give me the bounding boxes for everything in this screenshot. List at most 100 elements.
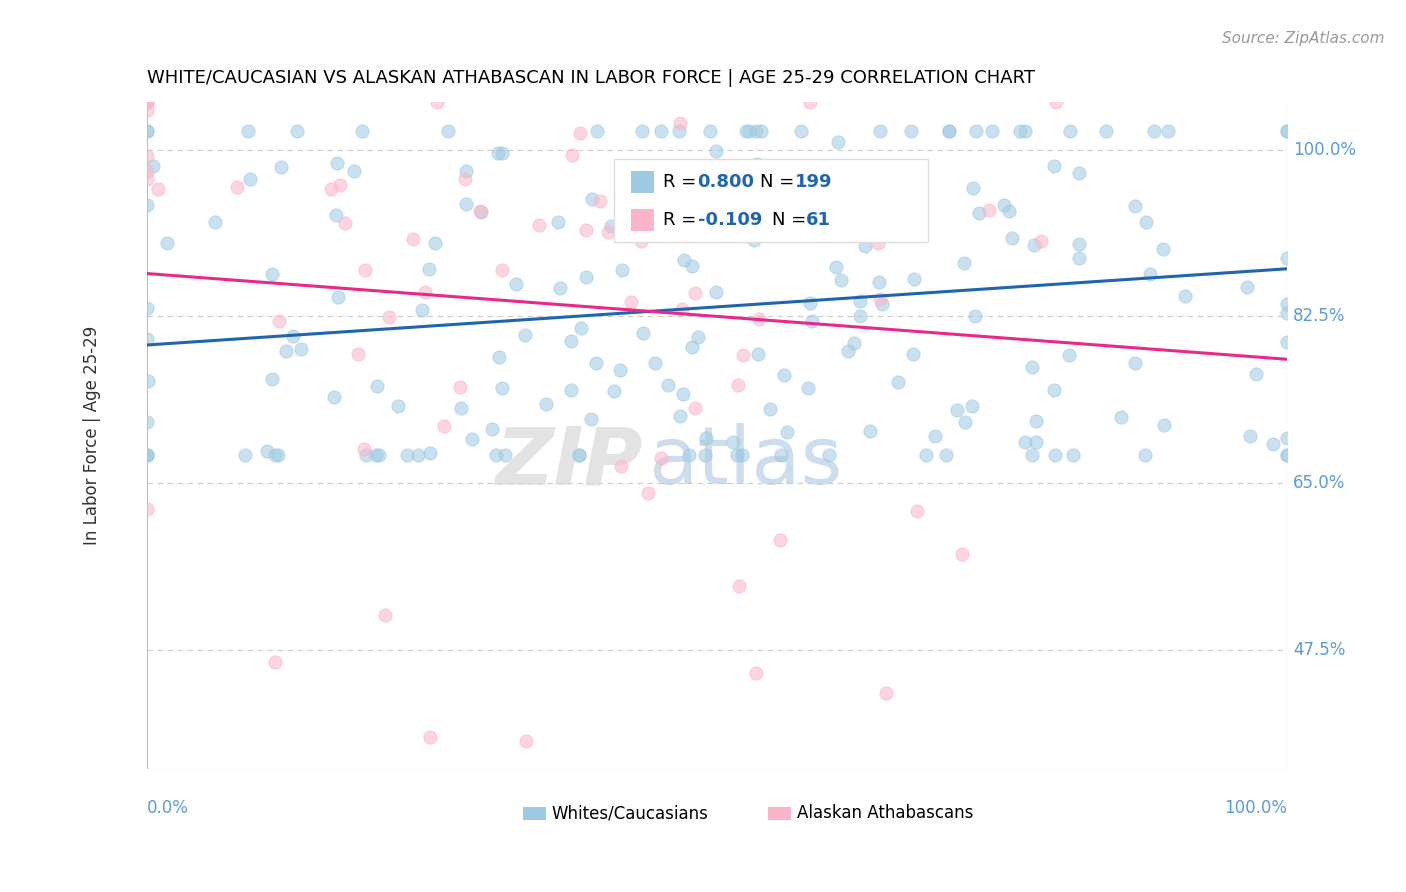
Point [494,448,516,462]
Point [1133,448,1156,462]
Text: -0.109: -0.109 [697,211,762,229]
Point [728,579,751,593]
Point [513,328,536,343]
Point [630,234,652,248]
Point [267,314,290,328]
Point [1277,448,1299,462]
Point [353,442,375,456]
Point [560,383,582,397]
Point [965,123,987,137]
Bar [631,210,654,231]
Point [491,146,513,161]
Point [1057,348,1080,362]
Text: N =: N = [772,211,811,229]
Point [135,448,157,462]
Point [585,356,607,370]
Point [256,444,278,458]
Point [742,233,765,247]
Point [818,448,841,462]
Point [773,221,796,235]
Point [378,310,401,325]
Point [411,303,433,318]
Point [1277,306,1299,320]
Point [799,295,821,310]
Point [454,197,477,211]
Point [450,401,472,415]
Point [938,123,960,137]
Point [1263,437,1285,451]
Point [901,347,924,361]
Point [963,309,986,323]
Point [1001,230,1024,244]
Point [1014,435,1036,450]
Point [491,381,513,395]
Point [1152,242,1174,256]
Point [1014,123,1036,137]
Point [827,135,849,149]
Point [536,397,558,411]
Point [515,733,537,747]
Point [1069,236,1091,251]
Point [631,326,654,340]
Point [575,223,598,237]
Point [1277,448,1299,462]
Point [285,123,308,137]
Point [581,192,603,206]
Point [433,418,456,433]
Point [233,448,256,462]
Point [135,448,157,462]
Point [461,432,484,446]
Text: 0.800: 0.800 [697,173,755,191]
Point [560,334,582,348]
Point [794,220,817,235]
Point [325,208,347,222]
Point [603,384,626,399]
Point [350,123,373,137]
Point [1062,448,1084,462]
Text: 100.0%: 100.0% [1294,141,1357,159]
Point [135,171,157,186]
Point [1021,359,1043,374]
Point [1277,123,1299,137]
Point [620,295,643,310]
Point [853,239,876,253]
Point [1042,383,1064,397]
Point [238,123,260,137]
Point [1277,297,1299,311]
Point [135,198,157,212]
Point [239,172,262,186]
Point [609,363,631,377]
Point [875,685,897,699]
Text: N =: N = [761,173,800,191]
Point [1123,356,1146,370]
Point [1153,418,1175,433]
Point [869,292,891,306]
Point [135,95,157,109]
Point [260,268,283,282]
Text: WHITE/CAUCASIAN VS ALASKAN ATHABASCAN IN LABOR FORCE | AGE 25-29 CORRELATION CHA: WHITE/CAUCASIAN VS ALASKAN ATHABASCAN IN… [146,69,1035,87]
Text: 65.0%: 65.0% [1294,475,1346,492]
Point [977,203,1000,218]
Point [1021,448,1043,462]
Point [849,310,872,324]
Point [156,236,179,251]
Point [924,429,946,443]
Point [686,329,709,343]
Point [657,378,679,392]
Point [135,95,157,109]
Point [960,399,983,413]
Point [1029,234,1052,248]
Text: 61: 61 [806,211,831,229]
Point [1043,159,1066,173]
Text: ZIP: ZIP [495,423,643,501]
Point [547,215,569,229]
Point [672,387,695,401]
Point [319,182,342,196]
Point [1277,251,1299,265]
Point [589,194,612,209]
Point [260,372,283,386]
Point [204,215,226,229]
Point [568,127,591,141]
Point [997,204,1019,219]
Point [609,459,631,474]
